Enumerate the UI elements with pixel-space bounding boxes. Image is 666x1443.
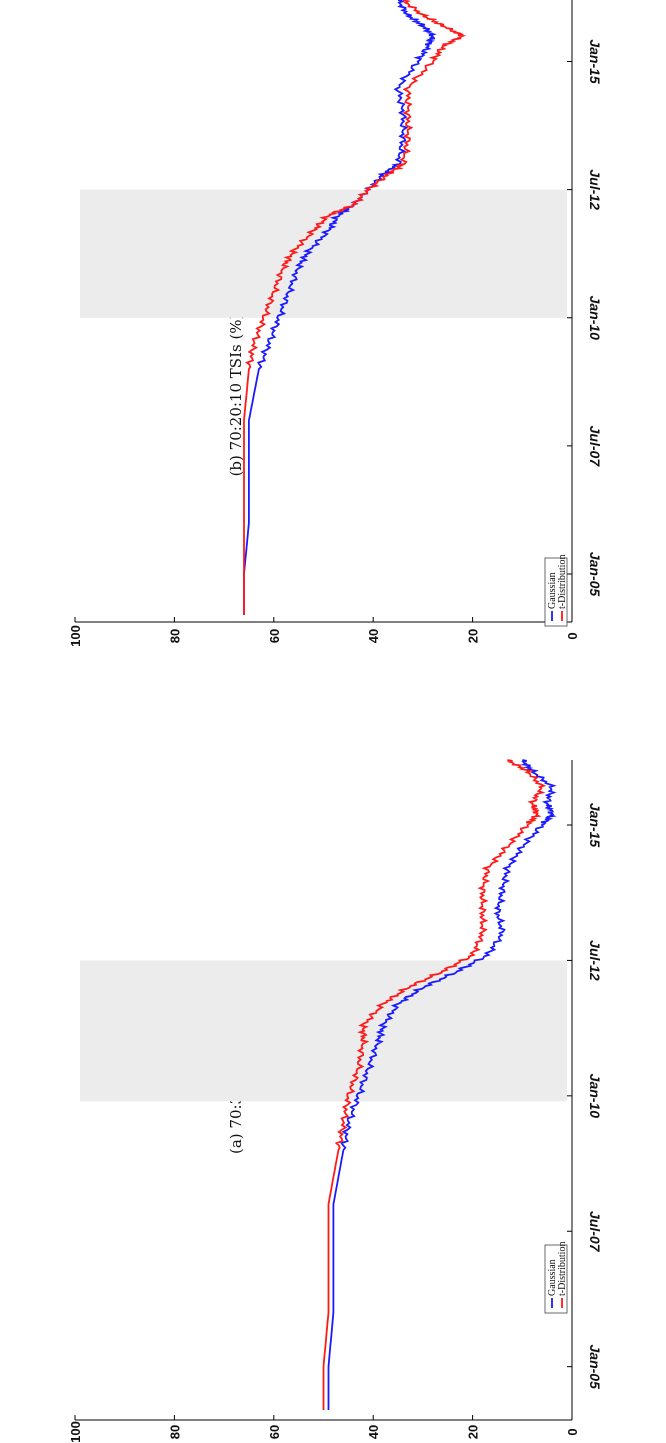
date-tick-label: Jan-10 bbox=[587, 296, 603, 341]
legend-a: Gaussian t-Distribution bbox=[544, 1242, 568, 1314]
value-tick-label: 40 bbox=[366, 1425, 381, 1439]
date-tick-label: Jan-15 bbox=[587, 39, 603, 84]
value-tick-label: 100 bbox=[68, 1421, 83, 1443]
value-tick-label: 40 bbox=[366, 629, 381, 643]
value-tick-label: 80 bbox=[167, 629, 182, 643]
value-tick-label: 0 bbox=[565, 632, 580, 639]
date-tick-label: Jan-10 bbox=[587, 1074, 603, 1119]
series-line-t-distribution bbox=[322, 759, 547, 1410]
legend-box bbox=[544, 557, 568, 627]
date-tick-label: Jan-15 bbox=[587, 803, 603, 848]
value-tick-label: 0 bbox=[565, 1428, 580, 1435]
date-tick-label: Jul-12 bbox=[587, 940, 603, 981]
legend-label: Gaussian bbox=[547, 1259, 558, 1296]
date-tick-label: Jan-05 bbox=[587, 552, 603, 597]
legend-box bbox=[544, 1244, 568, 1314]
date-tick-label: Jul-07 bbox=[587, 426, 603, 468]
recession-shade bbox=[80, 960, 567, 1102]
date-tick-label: Jul-07 bbox=[587, 1211, 603, 1253]
value-tick-label: 20 bbox=[466, 629, 481, 643]
date-tick-label: Jul-12 bbox=[587, 169, 603, 210]
value-tick-label: 100 bbox=[68, 625, 83, 647]
series-line-t-distribution bbox=[243, 0, 467, 615]
legend-label: t-Distribution bbox=[557, 555, 568, 609]
series-line-gaussian bbox=[243, 0, 437, 615]
chart-panel-b: (b) 70:20:10 TSIs (%) 0 20 40 60 80 100 Jan-05… bbox=[68, 0, 603, 647]
series-line-gaussian bbox=[327, 759, 557, 1410]
value-tick-label: 80 bbox=[167, 1425, 182, 1439]
recession-shade bbox=[80, 189, 567, 318]
chart-caption-b: (b) 70:20:10 TSIs (%) bbox=[227, 314, 245, 477]
date-tick-label: Jan-05 bbox=[587, 1344, 603, 1389]
value-tick-label: 20 bbox=[466, 1425, 481, 1439]
value-tick-label: 60 bbox=[267, 629, 282, 643]
chart-panel-a: (a) 70:30 TSIs (%) 020406080100Jan-05Jul… bbox=[68, 759, 603, 1443]
legend-label: Gaussian bbox=[547, 572, 558, 609]
legend-label: t-Distribution bbox=[557, 1242, 568, 1296]
legend-b: Gaussian t-Distribution bbox=[544, 555, 568, 627]
value-tick-label: 60 bbox=[267, 1425, 282, 1439]
